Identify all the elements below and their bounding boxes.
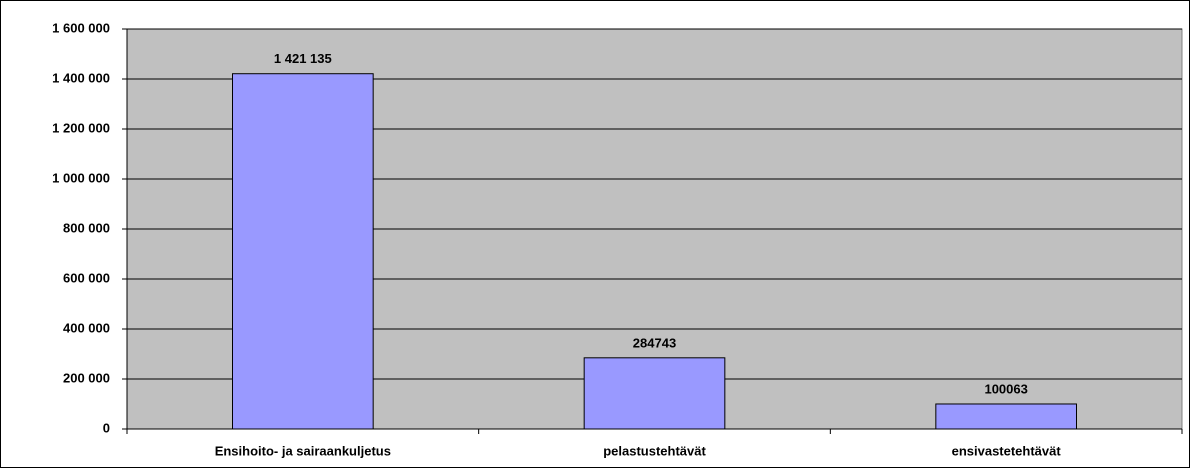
data-label: 1 421 135 xyxy=(274,51,332,66)
y-tick-label: 200 000 xyxy=(63,370,110,385)
bar xyxy=(232,73,374,430)
y-tick-label: 0 xyxy=(103,420,110,435)
data-label: 284743 xyxy=(633,335,676,350)
x-tick-label: Ensihoito- ja sairaankuljetus xyxy=(215,443,391,458)
y-tick-label: 1 000 000 xyxy=(52,170,110,185)
x-tick-label: pelastustehtävät xyxy=(603,443,706,458)
y-tick-label: 800 000 xyxy=(63,220,110,235)
y-tick-label: 1 200 000 xyxy=(52,120,110,135)
x-tick-label: ensivastetehtävät xyxy=(952,443,1062,458)
bar xyxy=(935,403,1077,430)
bar xyxy=(583,357,726,430)
y-tick-label: 400 000 xyxy=(63,320,110,335)
y-tick-label: 1 600 000 xyxy=(52,20,110,35)
data-label: 100063 xyxy=(984,381,1027,396)
y-tick-label: 1 400 000 xyxy=(52,70,110,85)
y-tick-label: 600 000 xyxy=(63,270,110,285)
